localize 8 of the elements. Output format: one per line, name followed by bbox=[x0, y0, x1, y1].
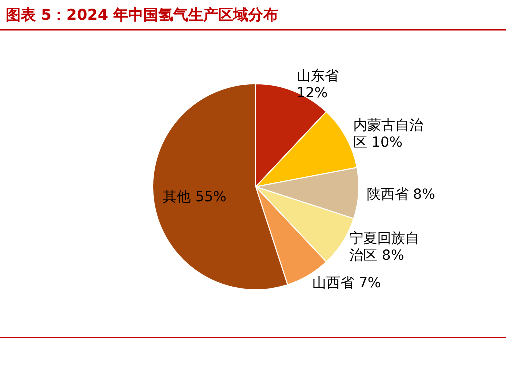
chart-title: 图表 5：2024 年中国氢气生产区域分布 bbox=[6, 6, 279, 24]
slice-label: 其他 55% bbox=[163, 190, 227, 206]
slice-label: 内蒙古自治区 10% bbox=[353, 118, 424, 152]
slice-label: 宁夏回族自治区 8% bbox=[350, 230, 420, 264]
slice-label: 山西省 7% bbox=[312, 276, 382, 292]
slice-label: 山东省 bbox=[296, 68, 339, 84]
slice-label: 陕西省 8% bbox=[366, 186, 436, 203]
data-label: 12% bbox=[296, 85, 328, 102]
